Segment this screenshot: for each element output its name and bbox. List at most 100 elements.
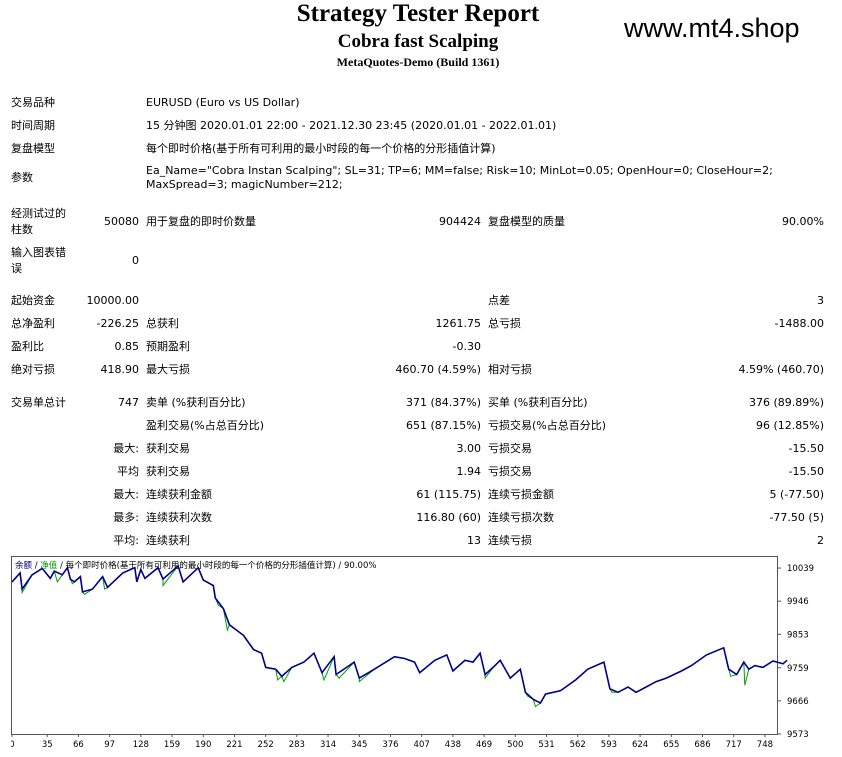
avgcons-loss-value: 2 [817, 534, 824, 547]
largest-loss-value: -15.50 [788, 442, 824, 455]
bars-label-2: 柱数 [11, 223, 33, 236]
pf-label: 盈利比 [11, 340, 44, 353]
x-tick-label: 438 [445, 740, 461, 750]
legend-model: 每个即时价格(基于所有可利用的最小时段的每一个价格的分形插值计算) [66, 560, 336, 571]
maxcons-win-value: 61 (115.75) [416, 488, 481, 501]
maxdd-value: 460.70 (4.59%) [395, 363, 481, 376]
avgcons-row: 平均: 连续获利 13 连续亏损 2 [0, 534, 842, 550]
maxconsval-loss-label: 连续亏损次数 [488, 511, 554, 524]
maxdd-label: 最大亏损 [146, 363, 190, 376]
period-value: 15 分钟图 2020.01.01 22:00 - 2021.12.30 23:… [146, 119, 557, 132]
avgcons-win-label: 连续获利 [146, 534, 190, 547]
errors-label-2: 误 [11, 262, 22, 275]
spread-label: 点差 [488, 294, 510, 307]
average-prefix: 平均 [117, 465, 139, 478]
x-tick-label: 221 [226, 740, 242, 750]
quality-label: 复盘模型的质量 [488, 215, 565, 228]
y-axis-ticks: 10039 9946 9853 9759 9666 9573 [777, 564, 814, 740]
expert-name: Cobra fast Scalping [337, 31, 499, 52]
maxcons-prefix: 最大: [113, 488, 139, 501]
period-row: 时间周期 15 分钟图 2020.01.01 22:00 - 2021.12.3… [0, 119, 842, 135]
maxcons-loss-label: 连续亏损金额 [488, 488, 554, 501]
params-line1: Ea_Name="Cobra Instan Scalping"; SL=31; … [146, 164, 773, 177]
period-label: 时间周期 [11, 119, 55, 132]
largest-loss-label: 亏损交易 [488, 442, 532, 455]
loss-trades-value: 96 (12.85%) [755, 419, 824, 432]
x-tick-label: 407 [414, 740, 430, 750]
x-tick-label: 748 [757, 740, 773, 750]
deposit-row: 起始资金 10000.00 点差 3 [0, 294, 842, 310]
x-tick-label: 0 [11, 740, 15, 750]
y-tick-label: 9853 [787, 630, 809, 640]
largest-profit-value: 3.00 [456, 442, 482, 455]
x-tick-label: 128 [133, 740, 149, 750]
absdd-value: 418.90 [100, 363, 140, 376]
deposit-value: 10000.00 [86, 294, 140, 307]
maxconsval-prefix: 最多: [113, 511, 139, 524]
symbol-row: 交易品种 EURUSD (Euro vs US Dollar) [0, 96, 842, 112]
bars-label-line1: 经测试过的 [0, 207, 842, 223]
x-tick-label: 159 [164, 740, 180, 750]
reldd-value: 4.59% (460.70) [738, 363, 824, 376]
average-loss-label: 亏损交易 [488, 465, 532, 478]
spread-value: 3 [817, 294, 824, 307]
maxconsval-win-label: 连续获利次数 [146, 511, 212, 524]
grossloss-label: 总亏损 [488, 317, 521, 330]
short-label: 卖单 (%获利百分比) [146, 396, 246, 409]
params-line2-row: MaxSpread=3; magicNumber=212; [0, 178, 842, 194]
errors-value: 0 [132, 254, 139, 267]
avgcons-loss-label: 连续亏损 [488, 534, 532, 547]
legend-separator: / [32, 561, 40, 571]
trades-total-row: 交易单总计 747 卖单 (%获利百分比) 371 (84.37%) 买单 (%… [0, 396, 842, 412]
x-tick-label: 562 [570, 740, 586, 750]
trades-total-value: 747 [118, 396, 139, 409]
ticks-label: 用于复盘的即时价数量 [146, 215, 256, 228]
x-tick-label: 314 [320, 740, 336, 750]
maxcons-row: 最大: 连续获利金额 61 (115.75) 连续亏损金额 5 (-77.50) [0, 488, 842, 504]
symbol-label: 交易品种 [11, 96, 55, 109]
balance-line [11, 564, 788, 705]
legend-quality: 90.00% [344, 561, 376, 571]
symbol-value: EURUSD (Euro vs US Dollar) [146, 96, 300, 109]
y-tick-label: 9946 [787, 597, 809, 607]
avgcons-win-value: 13 [467, 534, 481, 547]
x-tick-label: 190 [195, 740, 211, 750]
y-tick-label: 9666 [787, 697, 809, 707]
x-tick-label: 376 [382, 740, 398, 750]
netprofit-row: 总净盈利 -226.25 总获利 1261.75 总亏损 -1488.00 [0, 317, 842, 333]
deposit-label: 起始资金 [11, 294, 55, 307]
maxconsval-row: 最多: 连续获利次数 116.80 (60) 连续亏损次数 -77.50 (5) [0, 511, 842, 527]
legend-balance: 余额 [15, 560, 33, 571]
maxcons-win-label: 连续获利金额 [146, 488, 212, 501]
x-tick-label: 35 [42, 740, 53, 750]
largest-prefix: 最大: [113, 442, 139, 455]
report-title: Strategy Tester Report [296, 0, 540, 27]
payoff-label: 预期盈利 [146, 340, 190, 353]
x-axis-ticks: 0 35 66 97 128 159 190 221 252 283 314 345 376 407 438… [11, 734, 773, 750]
long-value: 376 (89.89%) [748, 396, 824, 409]
x-tick-label: 66 [73, 740, 84, 750]
average-row: 平均 获利交易 1.94 亏损交易 -15.50 [0, 465, 842, 481]
balance-chart: 10039 9946 9853 9759 9666 9573 0 35 66 97 128 159 1… [11, 556, 814, 750]
largest-profit-label: 获利交易 [146, 442, 190, 455]
x-tick-label: 655 [663, 740, 679, 750]
x-tick-label: 624 [632, 740, 648, 750]
params-label: 参数 [11, 171, 33, 184]
x-tick-label: 686 [694, 740, 710, 750]
errors-label-line2: 误 [0, 262, 842, 278]
watermark: www.mt4.shop [624, 13, 800, 43]
profit-trades-value: 651 (87.15%) [405, 419, 481, 432]
grossprofit-value: 1261.75 [435, 317, 482, 330]
average-loss-value: -15.50 [788, 465, 824, 478]
absdd-label: 绝对亏损 [11, 363, 55, 376]
netprofit-value: -226.25 [96, 317, 139, 330]
y-tick-label: 9573 [787, 730, 809, 740]
drawdown-row: 绝对亏损 418.90 最大亏损 460.70 (4.59%) 相对亏损 4.5… [0, 363, 842, 379]
errors-label-line1: 输入图表错 [0, 246, 842, 262]
errors-label-1: 输入图表错 [11, 246, 66, 259]
x-tick-label: 531 [538, 740, 554, 750]
reldd-label: 相对亏损 [488, 363, 532, 376]
pf-value: 0.85 [114, 340, 140, 353]
loss-trades-label: 亏损交易(%占总百分比) [488, 419, 607, 432]
legend-separator: / [336, 561, 344, 571]
